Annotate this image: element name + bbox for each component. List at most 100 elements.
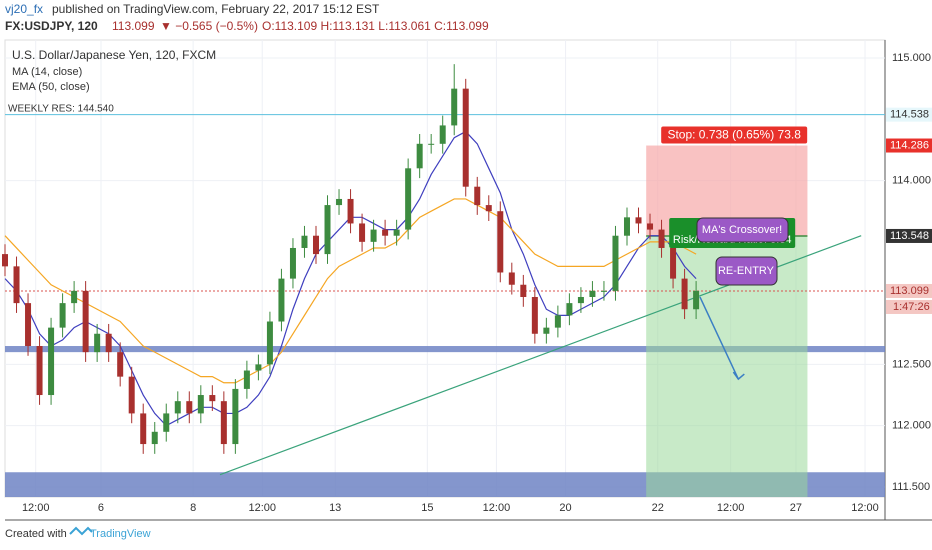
candle-body bbox=[439, 125, 446, 144]
candle-body bbox=[71, 290, 78, 304]
y-tick-label: 115.000 bbox=[892, 52, 931, 64]
candle-body bbox=[635, 217, 642, 224]
candle-body bbox=[48, 327, 55, 396]
candle-body bbox=[186, 401, 193, 414]
x-tick-label: 12:00 bbox=[22, 502, 50, 514]
candle-body bbox=[336, 198, 343, 206]
price-badge bbox=[886, 228, 932, 243]
candle-body bbox=[94, 333, 101, 353]
candle-body bbox=[289, 247, 296, 279]
candle-body bbox=[209, 395, 216, 402]
candle-body bbox=[347, 198, 354, 224]
candle-body bbox=[197, 395, 204, 414]
candle-body bbox=[105, 333, 112, 353]
callout-reentry: RE-ENTRY bbox=[718, 265, 775, 277]
candle-body bbox=[520, 284, 527, 297]
callout-box bbox=[715, 256, 778, 286]
candle-body bbox=[647, 223, 654, 230]
candle-body bbox=[382, 229, 389, 236]
candle-body bbox=[416, 143, 423, 169]
indicator-line bbox=[4, 130, 697, 427]
candle-body bbox=[508, 272, 515, 285]
candle-body bbox=[623, 217, 630, 236]
candle-body bbox=[589, 290, 596, 297]
y-tick-label: 114.000 bbox=[892, 174, 931, 186]
candle-body bbox=[370, 229, 377, 242]
author[interactable]: vj20_fx bbox=[5, 2, 43, 16]
stop-label: Stop: 0.738 (0.65%) 73.8 bbox=[667, 128, 801, 142]
candle-body bbox=[2, 254, 8, 267]
candle-body bbox=[312, 235, 319, 255]
candle-body bbox=[25, 303, 32, 347]
x-tick-label: 22 bbox=[652, 502, 664, 514]
candle-body bbox=[59, 303, 66, 328]
footer-brand[interactable]: TradingView bbox=[90, 528, 151, 540]
candle-body bbox=[428, 143, 435, 145]
candle-body bbox=[393, 229, 400, 236]
x-tick-label: 12:00 bbox=[483, 502, 511, 514]
x-tick-label: 15 bbox=[421, 502, 433, 514]
candle-body bbox=[462, 88, 469, 187]
candle-body bbox=[301, 235, 308, 248]
candle-body bbox=[140, 413, 147, 445]
x-tick-label: 13 bbox=[329, 502, 341, 514]
brand-logo bbox=[69, 526, 93, 536]
ohlc: O:113.109 H:113.131 L:113.061 C:113.099 bbox=[262, 19, 489, 33]
candle-body bbox=[670, 247, 677, 279]
y-tick-label: 111.500 bbox=[892, 481, 930, 493]
candle-body bbox=[577, 296, 584, 304]
candle-body bbox=[266, 321, 273, 365]
x-tick-label: 8 bbox=[190, 502, 196, 514]
candle-body bbox=[359, 223, 366, 242]
candle-body bbox=[232, 388, 239, 445]
candle-body bbox=[693, 290, 700, 310]
candle-body bbox=[117, 352, 124, 377]
x-tick-label: 12:00 bbox=[717, 502, 745, 514]
x-tick-label: 6 bbox=[98, 502, 104, 514]
candle-body bbox=[278, 278, 285, 322]
legend-ema: EMA (50, close) bbox=[12, 81, 90, 93]
arrow bbox=[699, 296, 740, 380]
x-tick-label: 27 bbox=[790, 502, 802, 514]
y-tick-label: 112.500 bbox=[892, 358, 931, 370]
candle-body bbox=[255, 364, 262, 371]
candle-body bbox=[243, 370, 250, 389]
candle-body bbox=[13, 266, 20, 304]
zone bbox=[5, 346, 885, 353]
x-tick-label: 12:00 bbox=[248, 502, 276, 514]
indicator-line bbox=[4, 198, 697, 384]
candle-body bbox=[451, 88, 458, 126]
candle-body bbox=[497, 211, 504, 273]
footer-created: Created with bbox=[5, 528, 67, 540]
candle-body bbox=[151, 431, 158, 445]
price-badge bbox=[886, 283, 932, 298]
weekly-res-label: WEEKLY RES: 144.540 bbox=[8, 104, 114, 115]
published: published on TradingView.com, February 2… bbox=[52, 2, 380, 16]
price-badge bbox=[886, 138, 932, 153]
candle-body bbox=[220, 401, 227, 445]
countdown-badge bbox=[886, 299, 932, 314]
candle-body bbox=[128, 376, 135, 414]
candle-body bbox=[612, 235, 619, 291]
price-badge-label: 113.099 bbox=[890, 285, 929, 297]
change: ▼ −0.565 (−0.5%) bbox=[160, 19, 258, 33]
candle-body bbox=[681, 278, 688, 310]
legend-ma: MA (14, close) bbox=[12, 66, 82, 78]
chart-title: U.S. Dollar/Japanese Yen, 120, FXCM bbox=[12, 48, 216, 62]
candle-body bbox=[658, 229, 665, 248]
candle-body bbox=[566, 303, 573, 316]
y-tick-label: 112.000 bbox=[892, 420, 931, 432]
price-badge-label: 114.538 bbox=[890, 109, 929, 121]
price-badge bbox=[886, 107, 932, 122]
arrow-head bbox=[732, 371, 745, 381]
symbol: FX:USDJPY, 120 bbox=[5, 19, 98, 33]
candle-body bbox=[543, 327, 550, 334]
price-badge-label: 113.548 bbox=[890, 230, 929, 242]
candle-body bbox=[485, 205, 492, 212]
candle-body bbox=[324, 205, 331, 255]
candle-body bbox=[531, 296, 538, 334]
callout-box bbox=[696, 217, 789, 243]
candle-body bbox=[554, 315, 561, 328]
